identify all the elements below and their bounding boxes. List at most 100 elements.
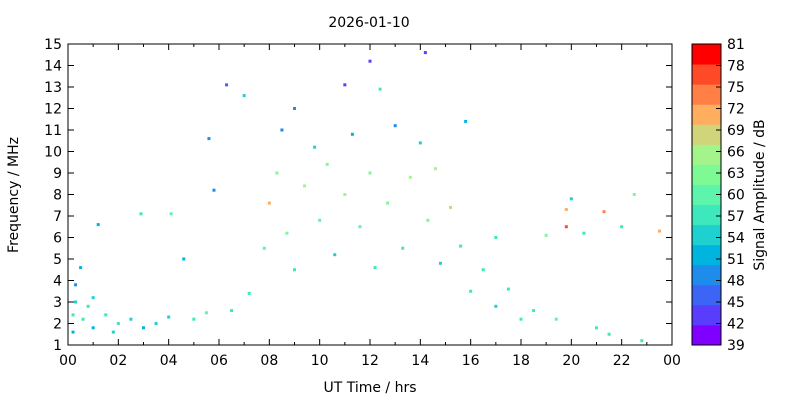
data-point: [303, 184, 307, 188]
colorbar-tick-label: 60: [727, 188, 745, 204]
y-tick-label: 3: [53, 295, 62, 311]
x-tick-label: 12: [361, 353, 379, 369]
colorbar-tick-label: 39: [727, 338, 745, 354]
x-tick-label: 04: [160, 353, 178, 369]
chart-title: 2026-01-10: [328, 15, 409, 31]
colorbar-segment: [692, 164, 721, 185]
data-point: [104, 313, 108, 317]
data-point: [595, 326, 598, 330]
colorbar-tick-label: 63: [727, 166, 745, 182]
y-tick-label: 6: [53, 231, 62, 247]
data-point: [81, 317, 85, 321]
x-tick-label: 10: [311, 353, 329, 369]
y-tick-label: 11: [44, 123, 62, 139]
data-point: [325, 162, 329, 166]
data-point: [602, 210, 606, 214]
x-tick-label: 00: [59, 353, 77, 369]
colorbar-tick-label: 69: [727, 123, 745, 139]
data-point: [71, 313, 75, 317]
data-point: [532, 309, 536, 313]
data-point: [469, 289, 473, 293]
data-point: [230, 309, 234, 313]
colorbar-tick-label: 66: [727, 145, 745, 161]
data-point: [111, 330, 115, 334]
data-point: [91, 326, 95, 330]
colorbar-tick-label: 72: [727, 102, 745, 118]
y-tick-label: 12: [44, 102, 62, 118]
colorbar-segment: [692, 104, 721, 125]
data-point: [459, 244, 463, 248]
data-point: [494, 304, 498, 308]
data-point: [433, 167, 437, 171]
y-tick-label: 2: [53, 317, 62, 333]
data-point: [242, 94, 246, 98]
data-point: [343, 193, 347, 196]
y-tick-label: 15: [44, 37, 62, 53]
data-point: [373, 266, 377, 270]
data-point: [293, 268, 296, 272]
data-point: [293, 107, 296, 110]
colorbar-segment: [692, 324, 721, 346]
x-tick-label: 14: [411, 353, 429, 369]
data-point: [350, 132, 354, 136]
y-tick-label: 1: [53, 338, 62, 354]
y-tick-label: 9: [53, 166, 62, 182]
data-point: [247, 291, 251, 295]
data-point: [91, 296, 95, 300]
data-point: [267, 201, 271, 205]
colorbar-tick-label: 75: [727, 80, 745, 96]
data-point: [207, 137, 211, 141]
y-tick-label: 13: [44, 80, 62, 96]
data-point: [318, 218, 322, 222]
data-point: [607, 332, 611, 336]
x-tick-label: 20: [562, 353, 580, 369]
data-point: [343, 83, 347, 87]
data-point: [142, 326, 145, 330]
y-tick-label: 10: [44, 145, 62, 161]
data-point: [519, 317, 523, 321]
data-point: [74, 283, 78, 287]
x-axis: 00 02 04 06 08 10 12 14 16 18 20 22 00: [59, 44, 681, 369]
data-point: [423, 51, 427, 55]
x-tick-label: 08: [260, 353, 278, 369]
data-point: [386, 201, 390, 205]
colorbar-segment: [692, 284, 721, 306]
x-tick-label: 02: [109, 353, 127, 369]
data-point: [554, 317, 558, 321]
data-point: [212, 188, 216, 192]
colorbar-tick-label: 78: [727, 59, 745, 75]
data-point: [71, 330, 75, 334]
data-point: [464, 119, 468, 123]
data-point: [657, 229, 661, 233]
colorbar-segment: [692, 204, 721, 226]
y-tick-label: 8: [53, 188, 62, 204]
data-points: [71, 51, 661, 343]
data-point: [449, 205, 453, 209]
colorbar-segment: [692, 184, 721, 206]
data-point: [275, 171, 279, 175]
y-tick-label: 14: [44, 59, 62, 75]
data-point: [116, 322, 120, 325]
data-point: [204, 311, 208, 315]
colorbar-tick-label: 42: [727, 317, 745, 333]
data-point: [169, 212, 173, 216]
x-tick-label: 22: [613, 353, 631, 369]
data-point: [96, 223, 100, 227]
data-point: [401, 246, 405, 250]
data-point: [79, 266, 83, 270]
colorbar-segment: [692, 264, 721, 286]
data-point: [426, 218, 430, 222]
colorbar-segment: [692, 84, 721, 105]
data-point: [280, 128, 284, 132]
data-point: [640, 339, 644, 343]
data-point: [225, 83, 229, 87]
data-point: [368, 171, 372, 175]
data-point: [418, 141, 422, 145]
x-tick-label: 06: [210, 353, 228, 369]
x-axis-label: UT Time / hrs: [323, 380, 416, 396]
y-axis-label: Frequency / MHz: [6, 137, 22, 253]
data-point: [564, 208, 568, 212]
